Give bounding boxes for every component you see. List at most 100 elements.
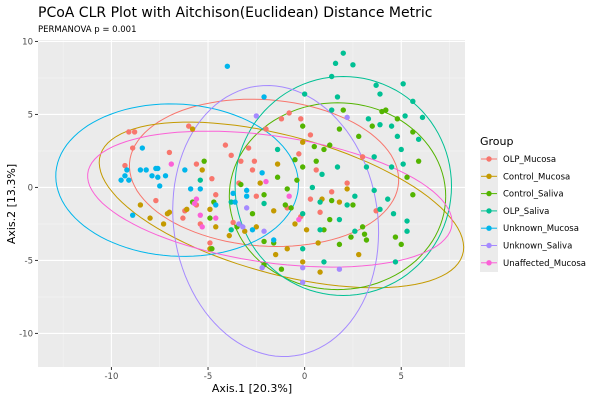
data-point-olp-saliva: [197, 177, 203, 183]
data-point-control-mucosa: [356, 251, 362, 258]
data-point-control-saliva: [261, 238, 267, 245]
data-point-control-saliva: [336, 241, 343, 248]
chart-title: PCoA CLR Plot with Aitchison(Euclidean) …: [38, 5, 432, 21]
y-tick-label: -10: [19, 329, 33, 339]
legend-key-point: [486, 242, 492, 249]
legend-label: Control_Mucosa: [503, 172, 570, 182]
data-point-control-saliva: [415, 158, 422, 164]
data-point-control-saliva: [410, 192, 416, 198]
data-point-unaffected-mucosa: [193, 196, 200, 202]
data-point-olp-mucosa: [230, 219, 236, 226]
data-point-olp-saliva: [228, 227, 234, 233]
data-point-unknown-saliva: [261, 228, 267, 234]
data-point-control-saliva: [350, 202, 356, 208]
data-point-unknown-mucosa: [155, 174, 161, 180]
data-point-olp-saliva: [300, 211, 306, 217]
data-point-olp-saliva: [274, 146, 281, 153]
data-point-unknown-saliva: [344, 114, 350, 121]
data-point-unknown-mucosa: [224, 63, 231, 69]
data-point-olp-saliva: [392, 259, 399, 265]
x-tick-label: 0: [302, 372, 307, 382]
confidence-ellipse-olp-saliva: [234, 75, 452, 297]
data-point-olp-mucosa: [359, 154, 366, 160]
data-point-olp-saliva: [319, 171, 325, 178]
data-point-control-saliva: [238, 181, 244, 188]
data-point-control-saliva: [327, 216, 333, 223]
data-point-olp-mucosa: [286, 110, 292, 116]
data-point-control-mucosa: [315, 240, 321, 246]
data-point-olp-mucosa: [317, 209, 323, 215]
data-point-unknown-mucosa: [232, 199, 238, 205]
data-point-olp-saliva: [377, 121, 383, 128]
data-point-control-saliva: [288, 205, 294, 211]
data-point-control-mucosa: [300, 259, 306, 265]
data-point-control-mucosa: [226, 232, 232, 239]
data-point-control-saliva: [328, 197, 335, 204]
plot-panel: [38, 40, 465, 367]
data-point-olp-saliva: [371, 154, 377, 160]
data-point-control-mucosa: [147, 215, 153, 221]
data-point-unknown-mucosa: [162, 173, 169, 179]
data-point-olp-saliva: [415, 136, 422, 142]
data-point-control-saliva: [404, 174, 410, 180]
data-point-unaffected-mucosa: [263, 178, 269, 185]
data-point-olp-saliva: [365, 116, 372, 122]
data-point-olp-saliva: [309, 184, 316, 191]
data-point-olp-saliva: [398, 146, 404, 153]
data-point-unknown-mucosa: [155, 165, 161, 172]
data-point-control-saliva: [348, 234, 354, 240]
data-point-unknown-mucosa: [149, 173, 155, 179]
y-tick-label: 10: [22, 37, 33, 47]
data-point-olp-mucosa: [238, 158, 244, 164]
data-point-control-mucosa: [184, 206, 190, 213]
data-point-olp-saliva: [334, 164, 341, 170]
data-point-unknown-saliva: [240, 224, 246, 230]
data-point-olp-mucosa: [126, 129, 132, 135]
data-point-olp-mucosa: [209, 175, 215, 182]
data-point-control-mucosa: [257, 180, 263, 186]
data-point-control-mucosa: [303, 227, 310, 233]
data-point-control-mucosa: [189, 126, 196, 132]
data-point-unknown-mucosa: [118, 177, 124, 183]
data-point-olp-saliva: [394, 133, 401, 140]
data-point-unknown-mucosa: [230, 190, 236, 196]
legend: OLP_Mucosa Control_Mucosa Control_Saliva OL…: [480, 150, 586, 272]
data-point-control-saliva: [249, 211, 256, 217]
confidence-ellipse-unknown-mucosa: [55, 103, 300, 257]
data-point-olp-mucosa: [180, 215, 186, 221]
legend-label: OLP_Mucosa: [503, 155, 556, 165]
data-point-control-saliva: [363, 237, 370, 243]
data-point-unknown-mucosa: [243, 193, 250, 199]
data-point-unknown-mucosa: [261, 94, 267, 100]
data-point-control-saliva: [274, 174, 281, 180]
data-point-unknown-saliva: [300, 265, 306, 271]
data-point-control-saliva: [313, 158, 319, 164]
data-point-unknown-mucosa: [143, 167, 149, 173]
data-point-olp-saliva: [400, 161, 406, 167]
data-point-olp-mucosa: [153, 197, 159, 204]
data-point-olp-mucosa: [129, 145, 136, 151]
data-point-control-saliva: [327, 142, 333, 148]
x-tick-label: -10: [104, 372, 118, 382]
legend-label: Control_Saliva: [503, 190, 564, 200]
data-point-unknown-mucosa: [157, 183, 163, 189]
data-point-control-saliva: [321, 227, 327, 233]
data-point-olp-mucosa: [222, 142, 229, 148]
data-point-control-saliva: [321, 146, 327, 153]
data-point-control-saliva: [398, 241, 404, 248]
legend-label: OLP_Saliva: [503, 207, 549, 217]
confidence-ellipse-unknown-saliva: [172, 84, 380, 357]
data-point-olp-saliva: [363, 164, 370, 170]
data-point-control-mucosa: [344, 186, 350, 192]
data-point-olp-saliva: [301, 91, 308, 97]
data-point-control-mucosa: [272, 251, 279, 258]
data-point-control-saliva: [201, 158, 207, 164]
data-point-control-mucosa: [284, 246, 290, 252]
data-point-unknown-saliva: [243, 205, 250, 211]
x-tick-label: 5: [399, 372, 404, 382]
data-point-control-saliva: [282, 202, 289, 208]
data-point-olp-saliva: [300, 246, 306, 252]
data-point-olp-saliva: [419, 114, 426, 121]
data-point-olp-mucosa: [213, 192, 219, 198]
